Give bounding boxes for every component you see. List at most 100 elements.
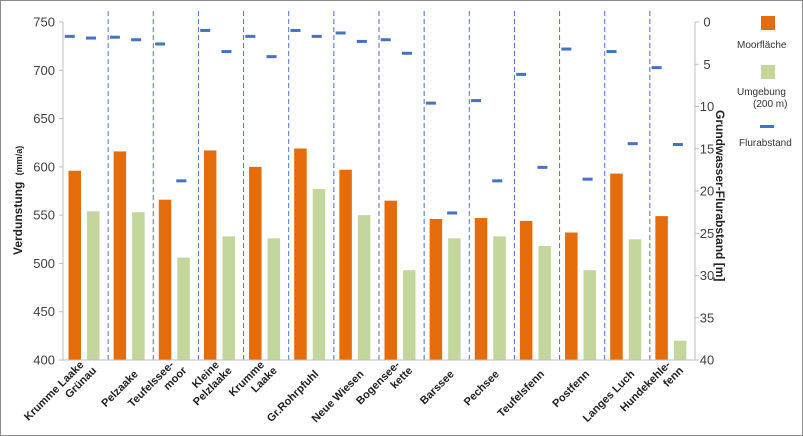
left-tick-label: 650 bbox=[33, 111, 55, 126]
bar-umgebung bbox=[448, 238, 461, 360]
right-tick-label: 35 bbox=[700, 310, 714, 325]
marker-flurabstand bbox=[606, 50, 617, 54]
marker-flurabstand bbox=[492, 179, 503, 183]
bar-marks bbox=[68, 148, 687, 360]
category-label-line: Teufelsfenn bbox=[495, 368, 547, 420]
category-label-line: Pechsee bbox=[462, 368, 502, 408]
marker-flurabstand bbox=[627, 142, 638, 146]
marker-flurabstand bbox=[582, 177, 593, 181]
right-tick-label: 10 bbox=[700, 99, 714, 114]
marker-flurabstand bbox=[356, 39, 367, 43]
bar-moorflaeche bbox=[294, 148, 307, 360]
marker-flurabstand bbox=[516, 72, 527, 76]
marker-flurabstand bbox=[380, 38, 391, 42]
marker-flurabstand bbox=[266, 55, 277, 59]
bar-moorflaeche bbox=[519, 220, 533, 360]
left-tick-label: 550 bbox=[33, 208, 55, 223]
bar-moorflaeche bbox=[68, 170, 81, 360]
marker-flurabstand bbox=[221, 50, 232, 54]
bar-umgebung bbox=[132, 212, 145, 360]
right-tick-label: 5 bbox=[703, 57, 710, 72]
bar-moorflaeche bbox=[113, 151, 127, 360]
right-tick-label: 0 bbox=[703, 15, 710, 30]
bar-moorflaeche bbox=[249, 166, 262, 360]
y-axis-title: Verdunstung (mm/a) bbox=[11, 146, 25, 255]
marker-flurabstand bbox=[335, 31, 346, 35]
category-label: Hundekehle-fenn bbox=[618, 359, 686, 414]
marker-flurabstand bbox=[401, 51, 412, 55]
category-label: Postfenn bbox=[550, 368, 592, 410]
category-label-line: Postfenn bbox=[550, 368, 592, 410]
category-label: Pechsee bbox=[462, 368, 502, 408]
legend-swatch-flurabstand bbox=[760, 125, 774, 128]
right-tick-label: 25 bbox=[700, 226, 714, 241]
marker-flurabstand bbox=[245, 34, 256, 38]
y-axis-title-main: Verdunstung bbox=[11, 182, 25, 255]
bar-umgebung bbox=[493, 236, 506, 360]
legend-label-flurabstand: Flurabstand bbox=[739, 138, 792, 149]
left-tick-label: 450 bbox=[33, 304, 55, 319]
marker-flurabstand bbox=[85, 36, 96, 40]
category-label: Bogensee-kette bbox=[354, 359, 415, 407]
bar-moorflaeche bbox=[339, 169, 352, 360]
category-label: Barssee bbox=[418, 368, 457, 407]
bar-moorflaeche bbox=[203, 150, 217, 360]
bar-umgebung bbox=[538, 246, 551, 360]
category-separators bbox=[107, 11, 651, 360]
legend-label-umgebung: Umgebung bbox=[737, 87, 786, 98]
bar-moorflaeche bbox=[655, 216, 668, 360]
legend-label-umgebung-unit: (200 m) bbox=[753, 99, 787, 110]
marker-flurabstand bbox=[131, 38, 142, 42]
left-axis-ticks: 400 450 500 550 600 650 700 750 bbox=[33, 15, 63, 368]
bar-umgebung bbox=[357, 215, 371, 360]
left-tick-label: 400 bbox=[33, 353, 55, 368]
marker-flurabstand bbox=[651, 66, 662, 70]
marker-flurabstand bbox=[200, 28, 211, 32]
bar-moorflaeche bbox=[610, 173, 623, 360]
legend-label-moorflaeche: Moorfläche bbox=[737, 40, 787, 51]
marker-flurabstand bbox=[109, 35, 120, 39]
category-label: Teufelsfenn bbox=[495, 368, 547, 420]
left-tick-label: 700 bbox=[33, 63, 55, 78]
left-tick-label: 500 bbox=[33, 256, 55, 271]
category-label: Teufelssee-moor bbox=[126, 359, 190, 410]
right-tick-label: 20 bbox=[700, 184, 714, 199]
category-label-line: Barssee bbox=[418, 368, 457, 407]
y2-axis-title: Grundwasser-Flurabstand [m] bbox=[713, 110, 727, 281]
legend-swatch-moorflaeche bbox=[761, 16, 775, 30]
marker-flurabstand bbox=[447, 211, 458, 215]
marker-flurabstand bbox=[471, 99, 482, 103]
bar-umgebung bbox=[312, 189, 326, 360]
marker-flurabstand bbox=[176, 179, 187, 183]
bar-umgebung bbox=[267, 238, 281, 360]
marker-flurabstand bbox=[537, 165, 548, 169]
legend-swatch-umgebung bbox=[761, 65, 775, 79]
bar-umgebung bbox=[583, 270, 597, 360]
right-tick-label: 30 bbox=[700, 268, 714, 283]
marker-flurabstand bbox=[561, 47, 572, 51]
bar-umgebung bbox=[673, 340, 687, 360]
right-tick-label: 15 bbox=[700, 141, 714, 156]
flurabstand-markers bbox=[64, 28, 683, 215]
marker-flurabstand bbox=[290, 28, 301, 32]
marker-flurabstand bbox=[425, 101, 436, 105]
marker-flurabstand bbox=[311, 34, 322, 38]
bar-moorflaeche bbox=[384, 200, 397, 360]
right-axis-ticks: 0 5 10 15 20 25 30 35 40 bbox=[695, 15, 714, 368]
bar-umgebung bbox=[177, 257, 190, 360]
bar-moorflaeche bbox=[158, 199, 172, 360]
marker-flurabstand bbox=[155, 42, 166, 46]
marker-flurabstand bbox=[672, 143, 683, 147]
bar-umgebung bbox=[628, 239, 642, 360]
bar-umgebung bbox=[86, 211, 100, 360]
right-tick-label: 40 bbox=[700, 353, 714, 368]
bar-moorflaeche bbox=[474, 218, 488, 360]
marker-flurabstand bbox=[64, 34, 75, 38]
bar-umgebung bbox=[402, 270, 416, 360]
bar-moorflaeche bbox=[429, 219, 443, 360]
